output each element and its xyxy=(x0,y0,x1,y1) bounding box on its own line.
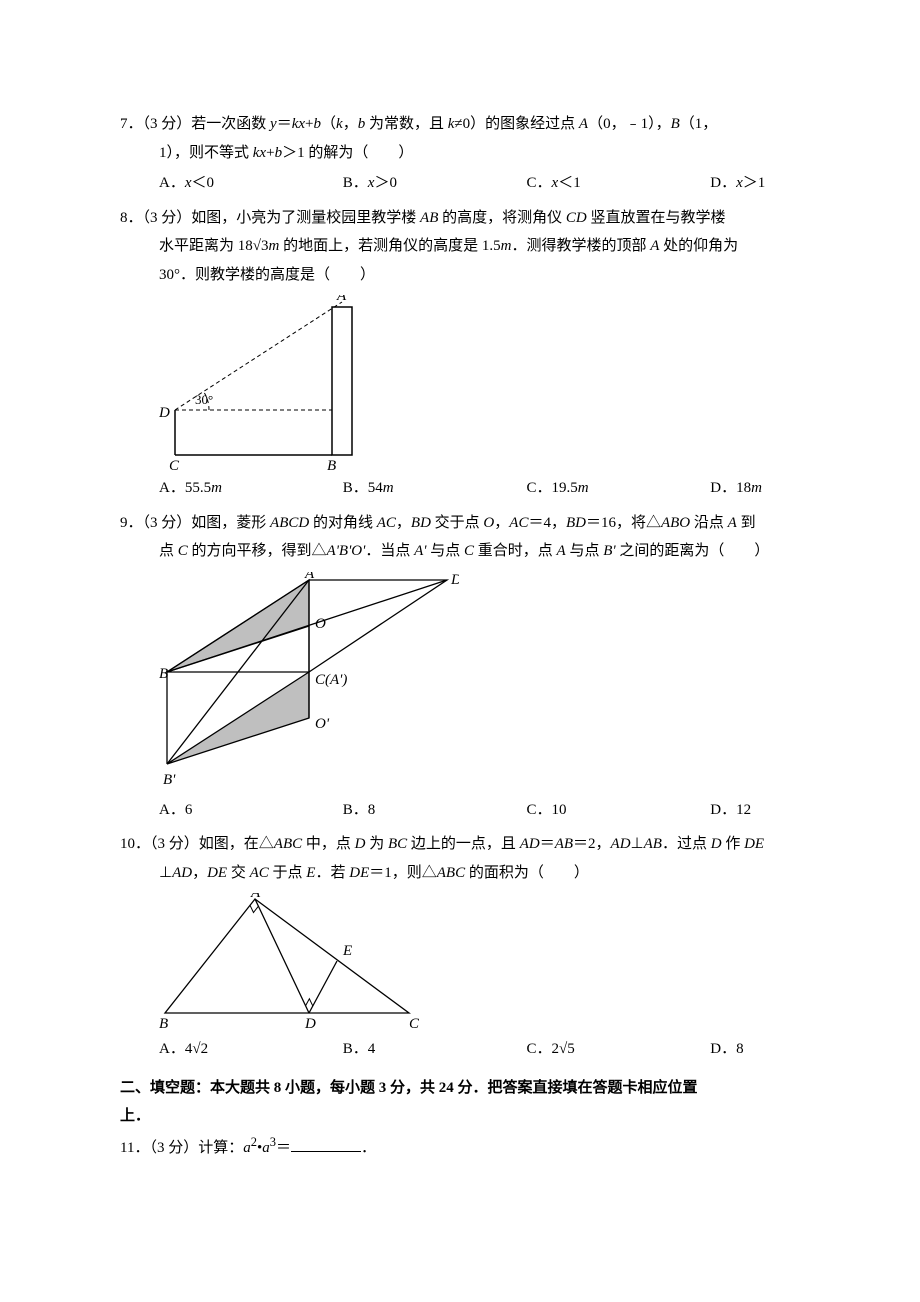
q8-line1: 8．（3 分）如图，小亮为了测量校园里教学楼 AB 的高度，将测角仪 CD 竖直… xyxy=(120,204,920,233)
q9-diagram: A B C(A') D O B' O' xyxy=(159,572,459,792)
q10-line1: 10．（3 分）如图，在△ABC 中，点 D 为 BC 边上的一点，且 AD＝A… xyxy=(120,830,920,859)
q11-label: 11．（3 分） xyxy=(120,1140,198,1156)
question-11: 11．（3 分）计算：a2•a3＝． xyxy=(120,1131,920,1163)
q8-diagram: 30° A B C D xyxy=(159,295,384,470)
q8-options: A．55.5m B．54m C．19.5m D．18m xyxy=(120,474,920,503)
svg-text:D: D xyxy=(159,405,170,421)
q9-options: A．6 B．8 C．10 D．12 xyxy=(120,796,920,825)
q10-label: 10．（3 分） xyxy=(120,836,199,852)
section-2-line2: 上． xyxy=(120,1102,920,1131)
q10-opt-b: B．4 xyxy=(343,1035,513,1064)
q9-opt-c: C．10 xyxy=(527,796,697,825)
svg-text:30°: 30° xyxy=(195,392,213,407)
q8-line2: 水平距离为 18√3m 的地面上，若测角仪的高度是 1.5m．测得教学楼的顶部 … xyxy=(120,232,920,261)
q7-options: A．x＜0 B．x＞0 C．x＜1 D．x＞1 xyxy=(120,169,920,198)
q9-line1: 9．（3 分）如图，菱形 ABCD 的对角线 AC，BD 交于点 O，AC＝4，… xyxy=(120,509,920,538)
section-2-header: 二、填空题：本大题共 8 小题，每小题 3 分，共 24 分．把答案直接填在答题… xyxy=(120,1074,920,1131)
svg-text:B': B' xyxy=(163,772,176,788)
q9-figure: A B C(A') D O B' O' xyxy=(120,572,920,792)
q8-opt-d: D．18m xyxy=(710,474,880,503)
q7-line2: 1），则不等式 kx+b＞1 的解为（ ） xyxy=(120,139,920,168)
q11-blank xyxy=(291,1136,361,1152)
q8-figure: 30° A B C D xyxy=(120,295,920,470)
q7-label: 7．（3 分） xyxy=(120,116,191,132)
q7-opt-c: C．x＜1 xyxy=(527,169,697,198)
svg-text:A: A xyxy=(336,295,347,304)
svg-text:D: D xyxy=(304,1016,316,1031)
q10-opt-a: A．4√2 xyxy=(159,1035,329,1064)
q7-line1: 7．（3 分）若一次函数 y＝kx+b（k，b 为常数，且 k≠0）的图象经过点… xyxy=(120,110,920,139)
svg-text:O': O' xyxy=(315,716,330,732)
q7-opt-a: A．x＜0 xyxy=(159,169,329,198)
q10-line2: ⊥AD，DE 交 AC 于点 E．若 DE＝1，则△ABC 的面积为（ ） xyxy=(120,859,920,888)
q8-opt-a: A．55.5m xyxy=(159,474,329,503)
q8-opt-b: B．54m xyxy=(343,474,513,503)
svg-text:B: B xyxy=(159,1016,168,1031)
svg-text:B: B xyxy=(327,458,336,470)
q9-opt-d: D．12 xyxy=(710,796,880,825)
q11-line: 11．（3 分）计算：a2•a3＝． xyxy=(120,1131,920,1163)
svg-text:A: A xyxy=(304,572,315,582)
question-7: 7．（3 分）若一次函数 y＝kx+b（k，b 为常数，且 k≠0）的图象经过点… xyxy=(120,110,920,198)
svg-text:C(A'): C(A') xyxy=(315,672,347,688)
section-2-line1: 二、填空题：本大题共 8 小题，每小题 3 分，共 24 分．把答案直接填在答题… xyxy=(120,1074,920,1103)
question-8: 8．（3 分）如图，小亮为了测量校园里教学楼 AB 的高度，将测角仪 CD 竖直… xyxy=(120,204,920,503)
q9-opt-a: A．6 xyxy=(159,796,329,825)
svg-text:E: E xyxy=(342,943,352,959)
q10-figure: A B C D E xyxy=(120,893,920,1031)
q10-options: A．4√2 B．4 C．2√5 D．8 xyxy=(120,1035,920,1064)
question-9: 9．（3 分）如图，菱形 ABCD 的对角线 AC，BD 交于点 O，AC＝4，… xyxy=(120,509,920,825)
svg-text:C: C xyxy=(169,458,180,470)
q7-opt-d: D．x＞1 xyxy=(710,169,880,198)
q9-label: 9．（3 分） xyxy=(120,515,191,531)
svg-text:C: C xyxy=(409,1016,419,1031)
q8-label: 8．（3 分） xyxy=(120,210,191,226)
question-10: 10．（3 分）如图，在△ABC 中，点 D 为 BC 边上的一点，且 AD＝A… xyxy=(120,830,920,1064)
svg-text:D: D xyxy=(450,572,459,588)
q10-diagram: A B C D E xyxy=(159,893,419,1031)
svg-text:O: O xyxy=(315,616,326,632)
q9-opt-b: B．8 xyxy=(343,796,513,825)
q9-line2: 点 C 的方向平移，得到△A'B'O'．当点 A' 与点 C 重合时，点 A 与… xyxy=(120,537,920,566)
q8-line3: 30°．则教学楼的高度是（ ） xyxy=(120,261,920,290)
q7-opt-b: B．x＞0 xyxy=(343,169,513,198)
svg-text:B: B xyxy=(159,666,168,682)
q10-opt-d: D．8 xyxy=(710,1035,880,1064)
svg-text:A: A xyxy=(250,893,261,901)
q10-opt-c: C．2√5 xyxy=(527,1035,697,1064)
q8-opt-c: C．19.5m xyxy=(527,474,697,503)
